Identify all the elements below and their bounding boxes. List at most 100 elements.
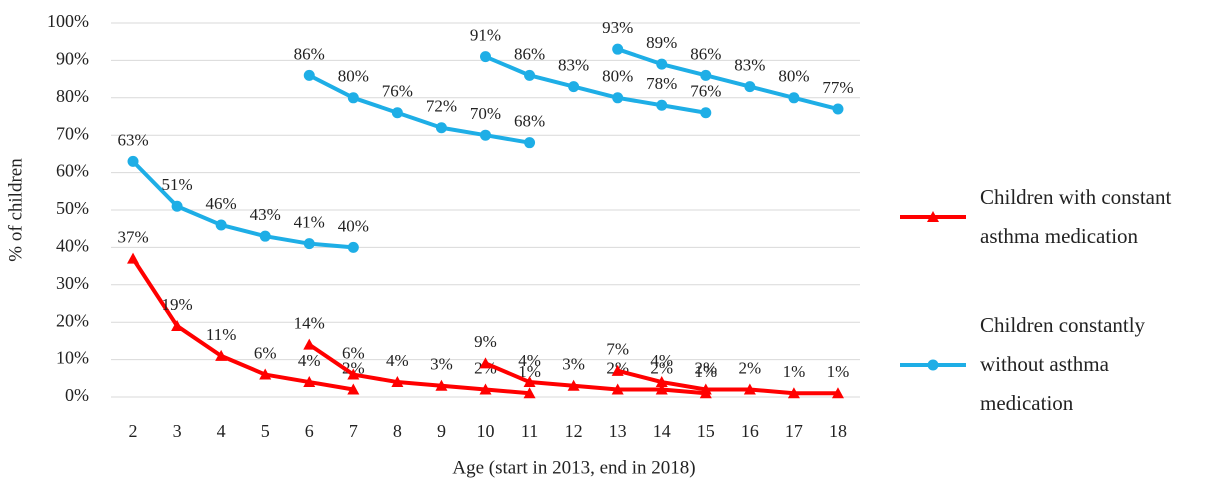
marker	[787, 387, 800, 399]
marker	[523, 376, 536, 388]
x-tick-label: 10	[477, 421, 495, 441]
data-label: 1%	[783, 362, 806, 381]
marker	[391, 376, 404, 388]
marker	[347, 241, 359, 253]
marker	[259, 368, 272, 380]
marker	[171, 319, 184, 331]
x-tick-label: 3	[173, 421, 182, 441]
data-label: 68%	[514, 112, 545, 131]
legend-item: Children with constant asthma medication	[898, 178, 1185, 256]
x-tick-label: 8	[393, 421, 402, 441]
marker	[788, 92, 800, 104]
marker	[347, 383, 360, 395]
data-label: 4%	[298, 351, 321, 370]
data-label: 1%	[694, 362, 717, 381]
data-label: 63%	[117, 130, 148, 149]
marker	[127, 155, 139, 167]
marker	[215, 349, 228, 361]
data-label: 70%	[470, 104, 501, 123]
marker	[568, 81, 580, 93]
marker	[611, 364, 624, 376]
marker	[259, 230, 271, 242]
marker	[700, 107, 712, 119]
marker	[347, 368, 360, 380]
line	[617, 368, 838, 396]
marker	[303, 338, 316, 350]
x-tick-label: 7	[349, 421, 358, 441]
marker	[479, 357, 492, 369]
y-tick-label: 100%	[47, 11, 89, 31]
marker	[743, 383, 756, 395]
marker	[567, 379, 580, 391]
marker	[215, 219, 227, 231]
marker	[523, 387, 536, 399]
x-tick-label: 6	[305, 421, 314, 441]
y-tick-label: 20%	[56, 310, 89, 330]
data-label: 1%	[827, 362, 850, 381]
line	[617, 47, 839, 111]
data-label: 11%	[206, 325, 237, 344]
marker	[479, 383, 492, 395]
data-label: 83%	[558, 55, 589, 74]
marker	[303, 376, 316, 388]
data-label: 2%	[650, 358, 673, 377]
x-tick-label: 2	[129, 421, 138, 441]
data-label: 91%	[470, 26, 501, 45]
legend-item: Children constantly without asthma medic…	[898, 306, 1185, 423]
marker	[303, 69, 315, 81]
marker	[656, 99, 668, 111]
data-label: 4%	[518, 351, 541, 370]
x-tick-label: 18	[829, 421, 847, 441]
y-tick-label: 90%	[56, 49, 89, 69]
data-label: 2%	[739, 358, 762, 377]
data-label: 7%	[606, 340, 629, 359]
y-tick-label: 0%	[65, 385, 89, 405]
marker	[480, 129, 491, 141]
data-label: 41%	[294, 213, 325, 232]
data-label: 72%	[426, 97, 457, 116]
marker	[347, 92, 359, 104]
y-tick-label: 80%	[56, 86, 89, 106]
x-tick-label: 15	[697, 421, 715, 441]
marker	[435, 122, 447, 134]
data-label: 80%	[778, 67, 809, 86]
x-tick-label: 9	[437, 421, 446, 441]
y-tick-label: 50%	[56, 198, 89, 218]
x-tick-label: 17	[785, 421, 803, 441]
legend-marker	[927, 211, 939, 222]
data-label: 3%	[562, 355, 585, 374]
marker	[612, 92, 624, 104]
data-label: 77%	[822, 78, 853, 97]
marker	[611, 383, 624, 395]
data-label: 93%	[602, 18, 633, 37]
marker	[655, 383, 668, 395]
data-label: 86%	[514, 44, 545, 63]
y-tick-label: 70%	[56, 123, 89, 143]
legend-marker	[927, 359, 939, 370]
data-label: 83%	[734, 55, 765, 74]
marker	[524, 137, 536, 149]
data-label: 3%	[430, 355, 453, 374]
data-label: 80%	[338, 67, 369, 86]
marker	[524, 69, 536, 81]
x-tick-label: 12	[565, 421, 583, 441]
marker	[831, 387, 844, 399]
data-label: 14%	[294, 314, 325, 333]
data-label: 76%	[382, 82, 413, 101]
marker	[656, 58, 668, 70]
y-axis-label: % of children	[5, 158, 26, 262]
x-tick-label: 5	[261, 421, 270, 441]
marker	[435, 379, 448, 391]
data-label: 9%	[474, 332, 497, 351]
x-axis-label: Age (start in 2013, end in 2018)	[452, 457, 695, 478]
marker	[612, 43, 624, 55]
marker	[303, 238, 315, 250]
x-tick-label: 4	[217, 421, 226, 441]
line	[484, 54, 707, 115]
y-tick-label: 30%	[56, 273, 89, 293]
x-tick-label: 14	[653, 421, 671, 441]
x-tick-label: 11	[521, 421, 538, 441]
data-label: 1%	[518, 362, 541, 381]
data-label: 89%	[646, 33, 677, 52]
